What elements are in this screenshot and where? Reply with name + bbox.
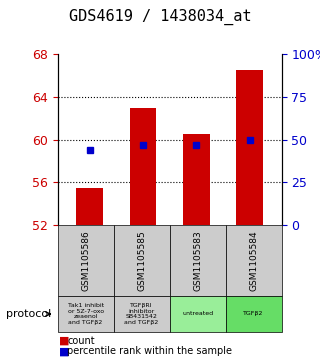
Text: protocol: protocol (6, 309, 52, 319)
Text: GSM1105586: GSM1105586 (81, 230, 90, 291)
Bar (236, 70, 263, 225)
Bar (130, 108, 156, 225)
Text: untreated: untreated (182, 311, 213, 317)
Text: ■: ■ (59, 346, 70, 356)
Bar (183, 134, 210, 225)
Text: Tak1 inhibit
or 5Z-7-oxo
zeaenol
and TGFβ2: Tak1 inhibit or 5Z-7-oxo zeaenol and TGF… (68, 303, 104, 325)
Text: percentile rank within the sample: percentile rank within the sample (67, 346, 232, 356)
Text: TGFβRI
inhibitor
SB431542
and TGFβ2: TGFβRI inhibitor SB431542 and TGFβ2 (124, 303, 159, 325)
Text: GSM1105584: GSM1105584 (249, 230, 258, 291)
Text: GSM1105585: GSM1105585 (137, 230, 146, 291)
Text: count: count (67, 335, 95, 346)
Text: GDS4619 / 1438034_at: GDS4619 / 1438034_at (69, 9, 251, 25)
Text: TGFβ2: TGFβ2 (244, 311, 264, 317)
Text: ■: ■ (59, 335, 70, 346)
Text: GSM1105583: GSM1105583 (193, 230, 202, 291)
Bar (76, 188, 103, 225)
